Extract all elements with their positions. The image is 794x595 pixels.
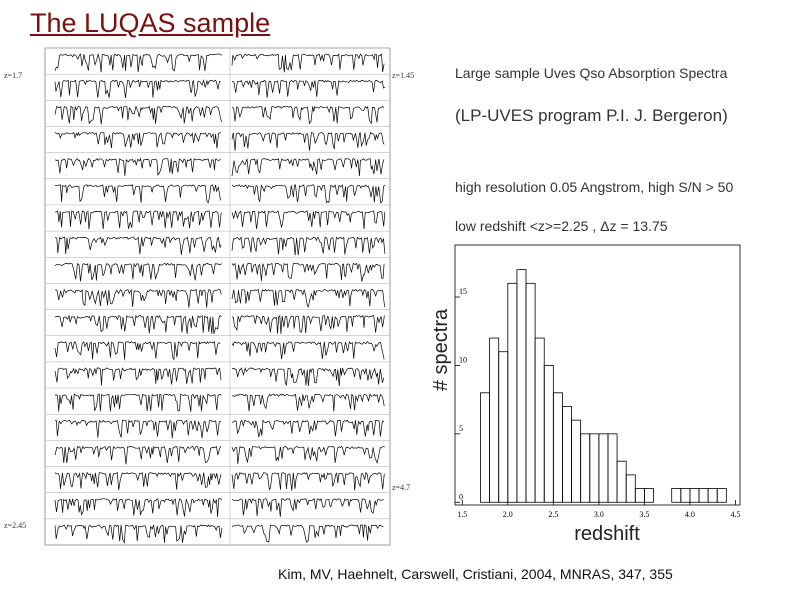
spectrum <box>54 340 221 361</box>
spectrum <box>231 419 385 438</box>
bar <box>489 337 500 503</box>
spectrum <box>231 524 384 543</box>
x-tick-label: 2.0 <box>503 510 513 519</box>
spectrum <box>54 445 222 465</box>
spectrum <box>54 524 223 544</box>
spectrum <box>231 471 385 491</box>
collage-label: z=4.7 <box>392 483 410 492</box>
detail: high resolution 0.05 Angstrom, high S/N … <box>455 179 734 195</box>
spectrum <box>232 393 385 412</box>
x-tick-label: 4.0 <box>685 510 695 519</box>
bar <box>552 392 563 503</box>
spectrum <box>54 79 221 98</box>
bar <box>707 488 718 503</box>
bar <box>589 433 600 503</box>
x-tick-label: 2.5 <box>548 510 558 519</box>
spectrum <box>231 497 385 517</box>
bar <box>498 351 509 503</box>
spectrum <box>54 131 222 149</box>
detail: low redshift <z>=2.25 , Δz = 13.75 <box>455 218 668 234</box>
spectrum <box>231 367 385 387</box>
spectrum <box>54 184 221 204</box>
spectrum <box>55 419 222 439</box>
y-tick-label: 15 <box>459 287 467 296</box>
bar <box>525 282 536 503</box>
spectrum <box>231 53 385 73</box>
bar <box>680 488 691 503</box>
citation: Kim, MV, Haehnelt, Carswell, Cristiani, … <box>278 566 673 582</box>
bar <box>716 488 727 503</box>
spectrum <box>231 184 386 204</box>
spectrum <box>231 314 385 334</box>
spectrum <box>54 236 222 255</box>
spectrum <box>54 393 222 412</box>
bar <box>671 488 682 503</box>
spectrum <box>54 262 222 282</box>
spectrum <box>54 498 222 517</box>
title: The LUQAS sample <box>30 8 271 38</box>
x-tick-label: 3.5 <box>639 510 649 519</box>
x-tick-label: 1.5 <box>457 510 467 519</box>
bar <box>480 392 491 503</box>
y-tick-label: 5 <box>459 424 463 433</box>
spectrum <box>54 210 222 230</box>
spectrum <box>54 288 222 308</box>
bar <box>507 282 518 503</box>
bar <box>534 337 545 503</box>
bar <box>625 474 636 503</box>
collage-label: z=1.7 <box>4 71 22 80</box>
spectrum <box>54 157 221 177</box>
spectrum <box>231 262 385 282</box>
y-tick-label: 0 <box>459 492 463 501</box>
spectrum <box>231 288 385 308</box>
bar <box>698 488 709 503</box>
y-tick-label: 10 <box>459 355 467 364</box>
plot-frame <box>454 244 741 506</box>
bar <box>571 419 582 503</box>
collage-label: z=2.45 <box>4 521 26 530</box>
spectrum <box>231 132 385 151</box>
spectrum <box>231 340 385 360</box>
bar <box>598 433 609 503</box>
bar <box>634 488 645 503</box>
spectrum <box>231 209 386 230</box>
collage-label: z=1.45 <box>392 71 414 80</box>
spectrum <box>231 236 386 256</box>
spectrum <box>54 105 222 125</box>
bar <box>689 488 700 503</box>
bar <box>616 460 627 503</box>
spectrum <box>231 445 385 465</box>
spectrum <box>54 367 222 386</box>
bar <box>516 269 527 503</box>
y-axis-label: # spectra <box>430 308 452 391</box>
spectrum <box>231 158 385 177</box>
x-tick-label: 3.0 <box>594 510 604 519</box>
x-tick-label: 4.5 <box>730 510 740 519</box>
bar <box>580 433 591 503</box>
bar <box>562 406 572 503</box>
program: (LP-UVES program P.I. J. Bergeron) <box>455 106 728 125</box>
bar <box>543 365 554 503</box>
spectrum <box>231 105 384 125</box>
spectrum <box>54 314 222 334</box>
x-axis-label: redshift <box>574 523 640 545</box>
bar <box>607 433 618 503</box>
spectrum <box>231 79 386 98</box>
description: Large sample Uves Qso Absorption Spectra <box>455 65 728 81</box>
spectrum <box>54 52 222 73</box>
bar <box>643 488 654 503</box>
spectrum <box>54 471 222 491</box>
